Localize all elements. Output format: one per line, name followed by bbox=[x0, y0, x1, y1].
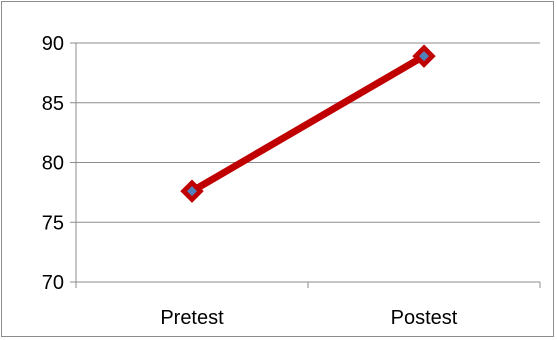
data-series bbox=[180, 44, 436, 203]
y-tick-label-70: 70 bbox=[42, 272, 64, 294]
data-point-pretest bbox=[187, 186, 197, 197]
data-point-postest bbox=[419, 51, 429, 62]
x-category-label-postest: Postest bbox=[391, 307, 458, 329]
y-tick-label-75: 75 bbox=[42, 212, 64, 234]
gridlines bbox=[76, 42, 540, 223]
y-tick-label-90: 90 bbox=[42, 33, 64, 55]
series-line-0 bbox=[188, 52, 428, 195]
x-axis-categories: Pretest Postest bbox=[75, 282, 541, 329]
y-tick-label-80: 80 bbox=[42, 153, 64, 175]
y-axis-ticks: 70 75 80 85 90 bbox=[42, 33, 76, 294]
y-tick-label-85: 85 bbox=[42, 93, 64, 115]
x-category-label-pretest: Pretest bbox=[160, 307, 224, 329]
